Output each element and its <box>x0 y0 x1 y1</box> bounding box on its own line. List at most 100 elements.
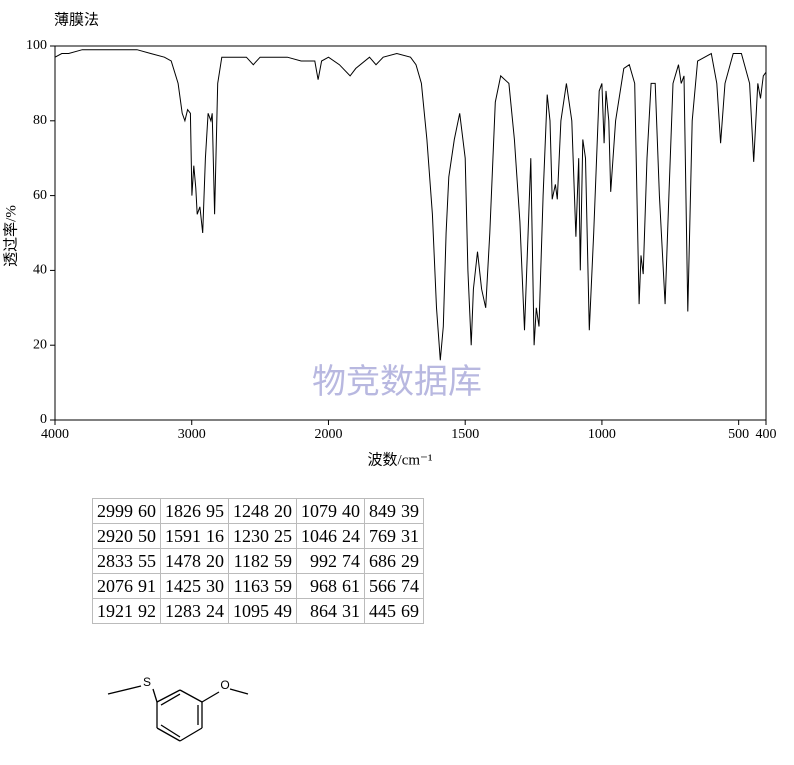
transmittance: 25 <box>274 525 292 546</box>
wavenumber: 1283 <box>165 600 201 621</box>
y-tick-label: 60 <box>33 188 47 203</box>
x-tick-label: 3000 <box>178 427 206 442</box>
wavenumber: 2999 <box>97 500 133 521</box>
table-row: 2833 55 1478 20 1182 59 992 74 686 29 <box>92 548 424 574</box>
table-cell: 864 31 <box>296 598 365 624</box>
table-row: 2076 91 1425 30 1163 59 968 61 566 74 <box>92 573 424 599</box>
wavenumber: 1182 <box>233 550 269 571</box>
transmittance: 50 <box>138 525 156 546</box>
wavenumber: 2920 <box>97 525 133 546</box>
x-tick-label: 400 <box>756 427 777 442</box>
transmittance: 91 <box>138 575 156 596</box>
peak-table: 2999 60 1826 95 1248 20 1079 40 849 39 2920 50 1591 1… <box>92 498 424 624</box>
table-row: 2920 50 1591 16 1230 25 1046 24 769 31 <box>92 523 424 549</box>
transmittance: 31 <box>401 525 419 546</box>
table-cell: 2920 50 <box>92 523 161 549</box>
table-cell: 1079 40 <box>296 498 365 524</box>
transmittance: 20 <box>206 550 224 571</box>
table-cell: 968 61 <box>296 573 365 599</box>
y-tick-label: 80 <box>33 113 47 128</box>
x-tick-label: 1000 <box>588 427 616 442</box>
transmittance: 29 <box>401 550 419 571</box>
wavenumber: 566 <box>369 575 396 596</box>
watermark: 物竞数据库 <box>312 363 482 401</box>
table-cell: 1591 16 <box>160 523 229 549</box>
wavenumber: 1046 <box>301 525 337 546</box>
table-cell: 1425 30 <box>160 573 229 599</box>
wavenumber: 968 <box>310 575 337 596</box>
transmittance: 69 <box>401 600 419 621</box>
wavenumber: 1095 <box>233 600 269 621</box>
wavenumber: 849 <box>369 500 396 521</box>
x-tick-label: 4000 <box>41 427 69 442</box>
wavenumber: 1230 <box>233 525 269 546</box>
x-tick-label: 500 <box>728 427 749 442</box>
table-cell: 1230 25 <box>228 523 297 549</box>
table-cell: 1248 20 <box>228 498 297 524</box>
x-tick-label: 1500 <box>451 427 479 442</box>
transmittance: 74 <box>401 575 419 596</box>
wavenumber: 1248 <box>233 500 269 521</box>
table-cell: 1182 59 <box>228 548 297 574</box>
y-tick-label: 40 <box>33 263 47 278</box>
chart: 薄膜法 物竞数据库 波数/cm⁻¹ 透过率/% 0 20 40 60 80 100 4000… <box>2 11 777 468</box>
table-cell: 1163 59 <box>228 573 297 599</box>
transmittance: 31 <box>342 600 360 621</box>
x-tick-label: 2000 <box>314 427 342 442</box>
plot-frame <box>54 45 767 421</box>
table-cell: 992 74 <box>296 548 365 574</box>
table-cell: 1826 95 <box>160 498 229 524</box>
table-cell: 2833 55 <box>92 548 161 574</box>
table-cell: 1095 49 <box>228 598 297 624</box>
bonds <box>107 685 249 742</box>
wavenumber: 1921 <box>97 600 133 621</box>
table-cell: 566 74 <box>364 573 424 599</box>
wavenumber: 1478 <box>165 550 201 571</box>
spectrum-line <box>54 49 767 361</box>
wavenumber: 686 <box>369 550 396 571</box>
transmittance: 39 <box>401 500 419 521</box>
wavenumber: 1425 <box>165 575 201 596</box>
table-cell: 1046 24 <box>296 523 365 549</box>
transmittance: 95 <box>206 500 224 521</box>
atom-label: O <box>220 678 229 692</box>
wavenumber: 1826 <box>165 500 201 521</box>
table-row: 2999 60 1826 95 1248 20 1079 40 849 39 <box>92 498 424 524</box>
wavenumber: 1163 <box>233 575 269 596</box>
transmittance: 92 <box>138 600 156 621</box>
wavenumber: 864 <box>310 600 337 621</box>
chart-title: 薄膜法 <box>54 11 99 28</box>
table-cell: 2999 60 <box>92 498 161 524</box>
atom-label: S <box>143 675 151 689</box>
transmittance: 16 <box>206 525 224 546</box>
wavenumber: 2833 <box>97 550 133 571</box>
wavenumber: 445 <box>369 600 396 621</box>
transmittance: 24 <box>206 600 224 621</box>
transmittance: 61 <box>342 575 360 596</box>
wavenumber: 2076 <box>97 575 133 596</box>
transmittance: 60 <box>138 500 156 521</box>
y-tick-label: 100 <box>26 38 47 53</box>
table-cell: 1921 92 <box>92 598 161 624</box>
table-row: 1921 92 1283 24 1095 49 864 31 445 69 <box>92 598 424 624</box>
y-axis-label: 透过率/% <box>2 205 19 267</box>
transmittance: 59 <box>274 575 292 596</box>
table-cell: 2076 91 <box>92 573 161 599</box>
transmittance: 59 <box>274 550 292 571</box>
transmittance: 20 <box>274 500 292 521</box>
wavenumber: 769 <box>369 525 396 546</box>
table-cell: 1283 24 <box>160 598 229 624</box>
y-tick-label: 20 <box>33 337 47 352</box>
wavenumber: 1079 <box>301 500 337 521</box>
wavenumber: 1591 <box>165 525 201 546</box>
table-cell: 849 39 <box>364 498 424 524</box>
transmittance: 40 <box>342 500 360 521</box>
y-tick-label: 0 <box>40 412 47 427</box>
x-axis-label: 波数/cm⁻¹ <box>368 451 433 468</box>
table-cell: 686 29 <box>364 548 424 574</box>
table-cell: 445 69 <box>364 598 424 624</box>
wavenumber: 992 <box>310 550 337 571</box>
table-cell: 769 31 <box>364 523 424 549</box>
transmittance: 24 <box>342 525 360 546</box>
